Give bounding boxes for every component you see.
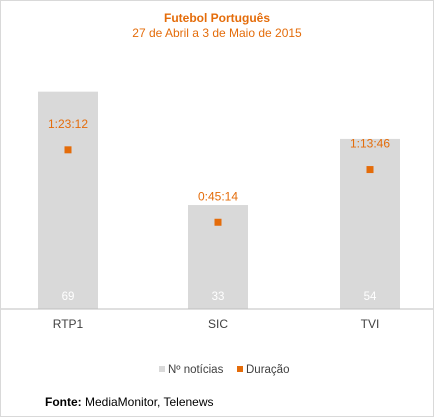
legend-label-noticias: Nº notícias [168, 364, 224, 376]
source-label: Fonte: [45, 395, 82, 409]
source-note: Fonte: MediaMonitor, Telenews [45, 395, 214, 409]
chart-title: Futebol Português [164, 11, 270, 25]
chart-area: Futebol Português 27 de Abril a 3 de Mai… [1, 11, 433, 376]
legend: Nº notícias Duração [159, 364, 289, 376]
bar-value-label: 33 [212, 291, 225, 303]
source-text: MediaMonitor, Telenews [85, 395, 214, 409]
bar-value-label: 69 [62, 291, 75, 303]
category-label: TVI [361, 317, 380, 331]
chart-subtitle: 27 de Abril a 3 de Maio de 2015 [132, 26, 302, 40]
duration-marker-tvi [366, 166, 374, 174]
category-label: RTP1 [53, 317, 84, 331]
bar-value-label: 54 [364, 291, 377, 303]
legend-swatch-noticias [159, 366, 165, 372]
bar-tvi [340, 138, 400, 309]
duration-label: 1:23:12 [48, 117, 88, 131]
duration-label: 0:45:14 [198, 189, 238, 203]
legend-label-duracao: Duração [246, 364, 289, 376]
duration-marker-sic [214, 218, 222, 226]
legend-swatch-duracao [237, 366, 243, 372]
duration-marker-rtp1 [64, 146, 72, 154]
duration-label: 1:13:46 [350, 137, 390, 151]
bar-rtp1 [38, 91, 98, 310]
category-label: SIC [208, 317, 228, 331]
